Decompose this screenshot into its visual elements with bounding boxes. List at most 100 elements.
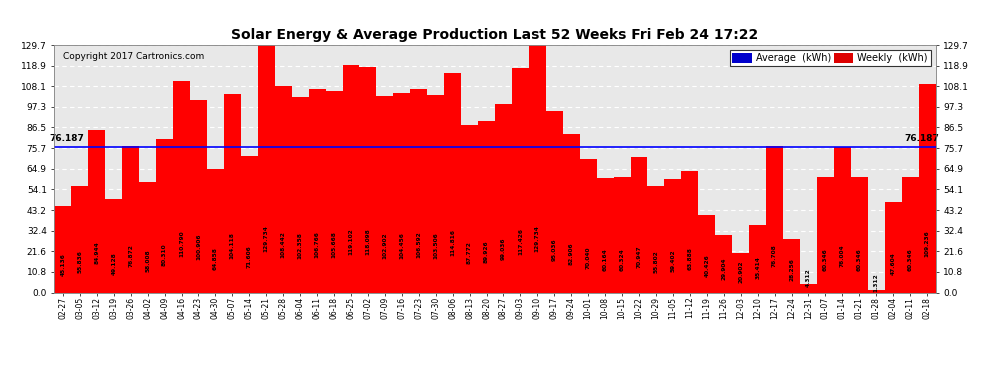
Bar bbox=[376, 96, 393, 292]
Text: 102.902: 102.902 bbox=[382, 232, 387, 259]
Bar bbox=[868, 290, 885, 292]
Text: 28.256: 28.256 bbox=[789, 258, 794, 280]
Text: 60.346: 60.346 bbox=[856, 249, 862, 272]
Bar bbox=[428, 95, 445, 292]
Text: 129.734: 129.734 bbox=[263, 225, 268, 252]
Text: 108.442: 108.442 bbox=[281, 231, 286, 258]
Bar bbox=[783, 238, 800, 292]
Text: 87.772: 87.772 bbox=[467, 241, 472, 264]
Text: 4.312: 4.312 bbox=[806, 269, 811, 288]
Bar bbox=[326, 91, 343, 292]
Bar bbox=[224, 94, 241, 292]
Bar bbox=[902, 177, 919, 292]
Text: 64.858: 64.858 bbox=[213, 247, 218, 270]
Bar bbox=[393, 93, 410, 292]
Bar bbox=[664, 179, 681, 292]
Legend: Average  (kWh), Weekly  (kWh): Average (kWh), Weekly (kWh) bbox=[730, 50, 931, 66]
Text: 95.036: 95.036 bbox=[551, 239, 556, 261]
Bar bbox=[359, 67, 376, 292]
Bar bbox=[309, 89, 326, 292]
Text: 119.102: 119.102 bbox=[348, 228, 353, 255]
Bar bbox=[292, 97, 309, 292]
Bar bbox=[681, 171, 698, 292]
Title: Solar Energy & Average Production Last 52 Weeks Fri Feb 24 17:22: Solar Energy & Average Production Last 5… bbox=[232, 28, 758, 42]
Bar bbox=[105, 199, 122, 292]
Text: 110.790: 110.790 bbox=[179, 230, 184, 257]
Text: 76.708: 76.708 bbox=[772, 244, 777, 267]
Text: 60.346: 60.346 bbox=[823, 249, 828, 272]
Text: 35.414: 35.414 bbox=[755, 256, 760, 279]
Bar bbox=[715, 236, 733, 292]
Text: 105.668: 105.668 bbox=[332, 231, 337, 258]
Text: 84.944: 84.944 bbox=[94, 242, 99, 264]
Bar bbox=[529, 45, 545, 292]
Bar bbox=[207, 169, 224, 292]
Text: 60.346: 60.346 bbox=[908, 249, 913, 272]
Text: 103.506: 103.506 bbox=[434, 232, 439, 259]
Text: 20.902: 20.902 bbox=[739, 260, 743, 283]
Text: 76.187: 76.187 bbox=[50, 134, 84, 143]
Text: 60.324: 60.324 bbox=[620, 249, 625, 272]
Text: 80.310: 80.310 bbox=[162, 243, 167, 266]
Text: 106.766: 106.766 bbox=[315, 231, 320, 258]
Bar bbox=[817, 177, 834, 292]
Bar bbox=[88, 130, 105, 292]
Bar bbox=[597, 178, 614, 292]
Text: 89.926: 89.926 bbox=[484, 240, 489, 263]
Text: 76.187: 76.187 bbox=[904, 134, 939, 143]
Bar bbox=[800, 284, 817, 292]
Text: 63.888: 63.888 bbox=[687, 248, 692, 270]
Bar bbox=[257, 45, 275, 292]
Text: 129.734: 129.734 bbox=[535, 225, 540, 252]
Bar bbox=[749, 225, 766, 292]
Bar bbox=[410, 89, 428, 292]
Text: 114.816: 114.816 bbox=[450, 229, 455, 256]
Text: 58.008: 58.008 bbox=[146, 249, 150, 272]
Bar bbox=[834, 147, 850, 292]
Text: 1.312: 1.312 bbox=[874, 273, 879, 292]
Bar bbox=[698, 215, 715, 292]
Bar bbox=[140, 182, 156, 292]
Bar bbox=[122, 146, 140, 292]
Text: 59.402: 59.402 bbox=[670, 249, 675, 272]
Bar bbox=[580, 159, 597, 292]
Text: 104.456: 104.456 bbox=[399, 232, 404, 259]
Text: 45.136: 45.136 bbox=[60, 253, 65, 276]
Text: 49.128: 49.128 bbox=[111, 252, 116, 274]
Bar bbox=[614, 177, 631, 292]
Text: 70.947: 70.947 bbox=[637, 246, 642, 268]
Bar bbox=[71, 186, 88, 292]
Text: 76.004: 76.004 bbox=[840, 244, 844, 267]
Bar bbox=[190, 100, 207, 292]
Text: Copyright 2017 Cartronics.com: Copyright 2017 Cartronics.com bbox=[63, 53, 205, 62]
Bar bbox=[885, 202, 902, 292]
Text: 29.904: 29.904 bbox=[722, 258, 727, 280]
Text: 106.592: 106.592 bbox=[416, 231, 422, 258]
Bar bbox=[545, 111, 562, 292]
Bar bbox=[343, 65, 359, 292]
Bar bbox=[445, 74, 461, 292]
Bar bbox=[54, 206, 71, 292]
Text: 109.236: 109.236 bbox=[925, 231, 930, 257]
Bar bbox=[461, 125, 478, 292]
Text: 71.606: 71.606 bbox=[247, 245, 251, 268]
Text: 82.906: 82.906 bbox=[568, 242, 574, 265]
Bar bbox=[241, 156, 257, 292]
Bar bbox=[562, 134, 580, 292]
Text: 104.118: 104.118 bbox=[230, 232, 235, 259]
Bar bbox=[495, 104, 512, 292]
Bar bbox=[919, 84, 936, 292]
Text: 99.036: 99.036 bbox=[501, 238, 506, 260]
Bar bbox=[766, 146, 783, 292]
Text: 102.358: 102.358 bbox=[298, 232, 303, 260]
Text: 118.098: 118.098 bbox=[365, 228, 370, 255]
Bar bbox=[274, 86, 292, 292]
Text: 55.836: 55.836 bbox=[77, 250, 82, 273]
Bar bbox=[173, 81, 190, 292]
Bar bbox=[850, 177, 868, 292]
Text: 55.802: 55.802 bbox=[653, 250, 658, 273]
Text: 76.872: 76.872 bbox=[128, 244, 134, 267]
Text: 117.426: 117.426 bbox=[518, 228, 523, 255]
Text: 60.164: 60.164 bbox=[603, 249, 608, 272]
Bar bbox=[631, 157, 647, 292]
